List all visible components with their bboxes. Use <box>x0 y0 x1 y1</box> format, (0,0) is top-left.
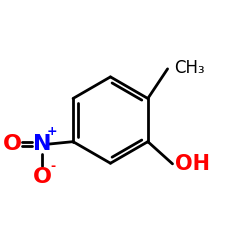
Text: CH₃: CH₃ <box>174 59 204 77</box>
Text: OH: OH <box>175 154 210 174</box>
Text: +: + <box>46 125 57 138</box>
Text: N: N <box>33 134 52 154</box>
Text: -: - <box>50 160 55 173</box>
Text: O: O <box>33 168 52 188</box>
Text: O: O <box>3 134 22 154</box>
